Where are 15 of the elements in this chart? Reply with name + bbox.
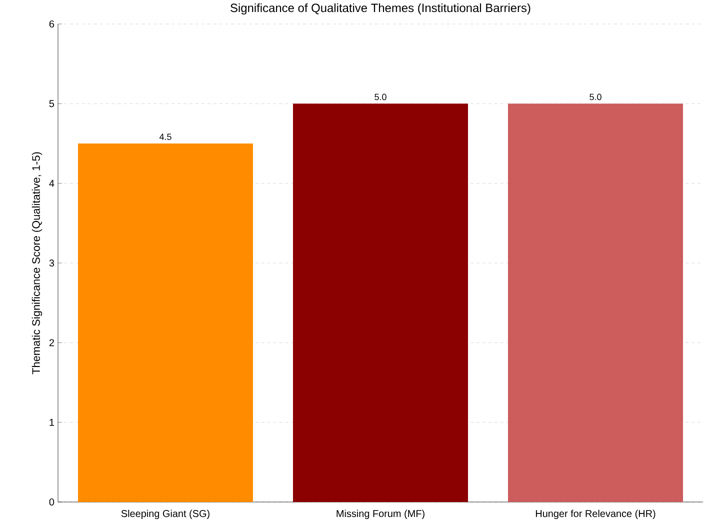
y-tick-label: 0 [49, 498, 54, 506]
y-axis-title: Thematic Significance Score (Qualitative, 1-5) [32, 152, 42, 374]
x-tick-label: Sleeping Giant (SG) [121, 510, 210, 520]
x-tick-label: Missing Forum (MF) [336, 510, 424, 520]
y-tick-label: 5 [49, 100, 54, 108]
data-label: 5.0 [374, 94, 386, 100]
data-label: 5.0 [590, 94, 602, 100]
chart-title: Significance of Qualitative Themes (Institutional Barriers) [230, 3, 530, 14]
y-tick-label: 6 [49, 20, 54, 28]
y-tick-label: 1 [50, 418, 54, 426]
y-tick-label: 3 [49, 259, 54, 267]
y-tick-label: 2 [49, 339, 54, 346]
y-tick-label: 4 [49, 180, 54, 187]
data-label: 4.5 [159, 134, 172, 140]
x-tick-label: Hunger for Relevance (HR) [536, 510, 656, 520]
